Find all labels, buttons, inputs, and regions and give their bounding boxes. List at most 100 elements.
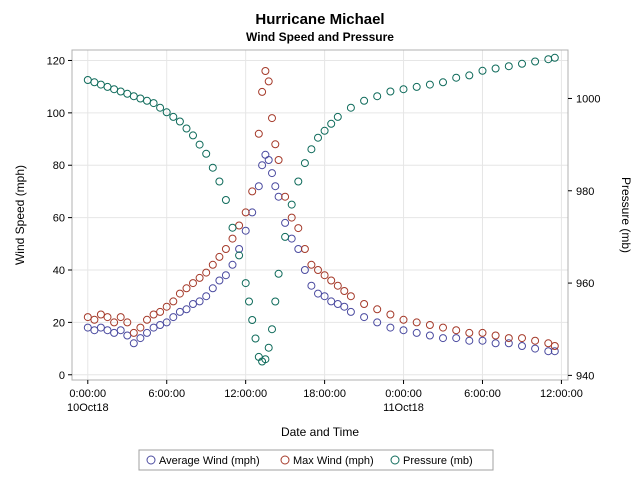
data-point [264, 77, 273, 86]
data-point [425, 80, 434, 89]
data-point [182, 124, 191, 133]
data-point [465, 328, 474, 337]
data-point [504, 62, 513, 71]
data-point [175, 289, 184, 298]
data-point [156, 103, 165, 112]
data-point [314, 289, 322, 298]
data-point [340, 302, 349, 311]
chart-subtitle: Wind Speed and Pressure [246, 30, 394, 44]
data-point [96, 323, 105, 332]
y-tick-label: 20 [53, 317, 65, 329]
data-point [307, 260, 316, 269]
data-point [228, 223, 237, 232]
data-point [136, 94, 145, 103]
data-point [83, 313, 92, 322]
data-point [452, 73, 461, 82]
series-1 [83, 67, 559, 350]
data-point [373, 318, 382, 327]
data-point [156, 307, 165, 316]
data-point [228, 260, 237, 269]
data-point [287, 234, 296, 243]
data-point [254, 129, 263, 138]
data-point [412, 318, 421, 327]
data-point [465, 336, 474, 345]
x-tick-label: 0:00:00 [385, 388, 422, 400]
data-point [314, 266, 322, 274]
data-point [261, 150, 270, 159]
y2-tick-label: 940 [576, 370, 594, 382]
chart-title: Hurricane Michael [255, 11, 384, 28]
data-point [425, 331, 434, 340]
data-point [202, 292, 211, 301]
data-point [307, 281, 316, 290]
data-point [425, 321, 434, 329]
data-point [241, 279, 250, 288]
data-point [544, 55, 553, 64]
data-point [320, 126, 329, 135]
ticks-layer: 0 20 40 60 80 100 120 940 960 980 1000 0:00:00 10Oct… [47, 55, 601, 414]
data-point [235, 221, 244, 230]
x-tick-date-label: 11Oct18 [383, 402, 424, 414]
legend: Average Wind (mph) Max Wind (mph) Pressu… [138, 449, 494, 471]
y-tick-label: 120 [47, 55, 65, 67]
data-point [346, 292, 355, 301]
data-point [189, 131, 197, 140]
data-point [96, 310, 105, 319]
data-point [386, 87, 395, 96]
data-point [169, 313, 178, 322]
data-point [169, 112, 178, 121]
data-point [346, 307, 355, 316]
x-tick-label: 0:00:00 [69, 388, 106, 400]
data-point [300, 266, 309, 274]
data-point [264, 343, 273, 352]
data-point [175, 307, 184, 316]
data-point [235, 251, 244, 260]
data-point [103, 326, 112, 335]
data-point [399, 326, 408, 335]
x-tick-label: 6:00:00 [148, 388, 185, 400]
legend-label-pressure: Pressure (mb) [403, 455, 473, 467]
data-point [491, 339, 500, 348]
data-point [504, 334, 513, 343]
data-point [439, 323, 447, 332]
legend-frame [138, 449, 494, 471]
data-point [162, 318, 171, 327]
data-point [320, 292, 329, 301]
data-point [143, 315, 151, 324]
data-point [110, 318, 119, 327]
data-point [412, 328, 421, 337]
data-point [274, 192, 283, 201]
data-point [248, 187, 257, 196]
y-tick-label: 60 [53, 213, 65, 225]
data-point [136, 323, 145, 332]
data-point [373, 92, 382, 101]
data-point [360, 313, 369, 322]
data-point [116, 326, 125, 335]
data-point [274, 269, 283, 278]
legend-marker-average-wind [146, 455, 156, 465]
data-point [245, 297, 253, 306]
data-point [307, 145, 316, 154]
series-2 [83, 53, 559, 366]
data-point [281, 218, 290, 227]
data-point [189, 300, 197, 308]
data-point [281, 192, 290, 201]
data-point [531, 336, 540, 345]
data-point [258, 87, 267, 96]
data-point [251, 334, 260, 343]
data-point [399, 315, 408, 324]
data-point [268, 114, 276, 123]
y2-tick-label: 1000 [576, 93, 600, 105]
data-point [294, 245, 303, 253]
grid-layer [72, 50, 568, 380]
y-tick-label: 100 [47, 108, 65, 120]
data-point [182, 284, 191, 293]
data-point [412, 82, 421, 91]
data-point [399, 85, 408, 94]
data-point [314, 133, 322, 142]
data-point [83, 323, 92, 332]
data-point [550, 347, 559, 356]
data-point [258, 161, 267, 170]
